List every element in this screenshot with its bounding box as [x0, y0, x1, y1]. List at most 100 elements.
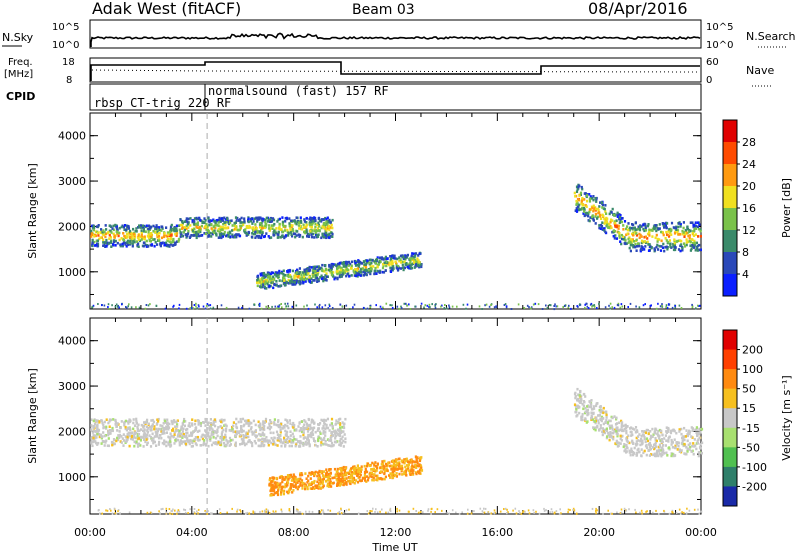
- ground-scatter-point: [428, 306, 430, 308]
- echo-point: [618, 421, 621, 424]
- echo-point: [693, 241, 697, 245]
- echo-point: [341, 262, 344, 265]
- echo-point: [124, 224, 127, 227]
- ground-scatter-point: [107, 306, 109, 308]
- echo-point: [650, 228, 653, 232]
- echo-point: [160, 225, 163, 228]
- echo-point: [222, 428, 225, 432]
- echo-point: [594, 215, 597, 218]
- echo-point: [629, 240, 632, 244]
- echo-point: [582, 392, 585, 396]
- echo-point: [306, 486, 309, 489]
- echo-point: [664, 224, 667, 228]
- echo-point: [284, 445, 287, 448]
- echo-point: [114, 421, 117, 424]
- echo-point: [169, 243, 173, 246]
- echo-point: [298, 429, 301, 433]
- echo-point: [195, 225, 198, 228]
- echo-point: [247, 422, 250, 425]
- echo-point: [140, 428, 143, 431]
- freq-tick-top: 18: [62, 57, 75, 68]
- cpid-panel: [89, 83, 702, 111]
- echo-point: [409, 261, 412, 264]
- echo-point: [268, 439, 271, 442]
- echo-point: [130, 231, 133, 235]
- echo-point: [229, 221, 232, 224]
- y-axis-label: Slant Range [km]: [26, 163, 39, 259]
- echo-point: [313, 279, 316, 282]
- echo-point: [296, 481, 299, 484]
- echo-point: [350, 474, 353, 478]
- echo-point: [125, 224, 128, 228]
- echo-point: [414, 260, 418, 263]
- echo-point: [359, 473, 362, 477]
- echo-point: [273, 273, 277, 276]
- echo-point: [416, 264, 420, 267]
- echo-point: [330, 417, 334, 421]
- echo-point: [261, 277, 264, 280]
- ground-scatter-point: [562, 306, 564, 308]
- echo-point: [368, 261, 371, 265]
- echo-point: [182, 434, 185, 438]
- echo-point: [611, 219, 614, 222]
- echo-point: [644, 229, 648, 232]
- echo-point: [222, 438, 225, 441]
- echo-point: [255, 234, 258, 238]
- echo-point: [286, 274, 289, 277]
- echo-point: [133, 240, 136, 244]
- echo-point: [130, 437, 133, 441]
- echo-point: [692, 230, 695, 233]
- echo-point: [412, 465, 415, 469]
- echo-point: [190, 440, 193, 443]
- echo-point: [671, 446, 674, 449]
- echo-point: [680, 432, 683, 436]
- ground-scatter-point: [553, 305, 555, 307]
- echo-point: [115, 230, 118, 233]
- echo-point: [95, 244, 98, 247]
- echo-point: [584, 407, 587, 410]
- echo-point: [597, 207, 600, 211]
- echo-point: [350, 274, 353, 277]
- echo-point: [420, 456, 423, 459]
- echo-point: [127, 420, 130, 423]
- echo-point: [263, 273, 266, 276]
- echo-point: [410, 255, 413, 259]
- echo-point: [281, 480, 284, 484]
- echo-point: [120, 435, 123, 438]
- echo-point: [261, 224, 264, 228]
- echo-point: [278, 439, 281, 443]
- ground-scatter-point: [526, 304, 529, 307]
- echo-point: [104, 241, 107, 244]
- echo-point: [307, 440, 310, 444]
- ground-scatter-point: [398, 307, 401, 310]
- echo-point: [610, 424, 613, 428]
- echo-point: [147, 422, 150, 426]
- echo-point: [680, 449, 683, 452]
- echo-point: [275, 430, 279, 434]
- echo-point: [667, 240, 670, 244]
- echo-point: [604, 420, 607, 424]
- echo-point: [583, 208, 586, 211]
- echo-point: [661, 440, 664, 444]
- echo-point: [631, 244, 634, 247]
- echo-point: [156, 418, 159, 422]
- ground-scatter-point: [138, 306, 141, 309]
- echo-point: [408, 461, 411, 464]
- echo-point: [260, 280, 263, 284]
- echo-point: [388, 474, 391, 477]
- echo-point: [322, 424, 325, 428]
- echo-point: [326, 417, 329, 421]
- ground-scatter-point: [649, 304, 652, 307]
- echo-point: [625, 439, 629, 442]
- echo-point: [365, 480, 368, 483]
- echo-point: [370, 475, 373, 479]
- echo-point: [181, 436, 184, 439]
- echo-point: [389, 255, 392, 258]
- echo-point: [592, 219, 595, 222]
- echo-point: [168, 443, 171, 447]
- echo-point: [393, 459, 397, 463]
- y-tick-label: 3000: [58, 380, 86, 393]
- echo-point: [414, 471, 417, 474]
- echo-point: [316, 280, 319, 283]
- echo-point: [316, 445, 319, 448]
